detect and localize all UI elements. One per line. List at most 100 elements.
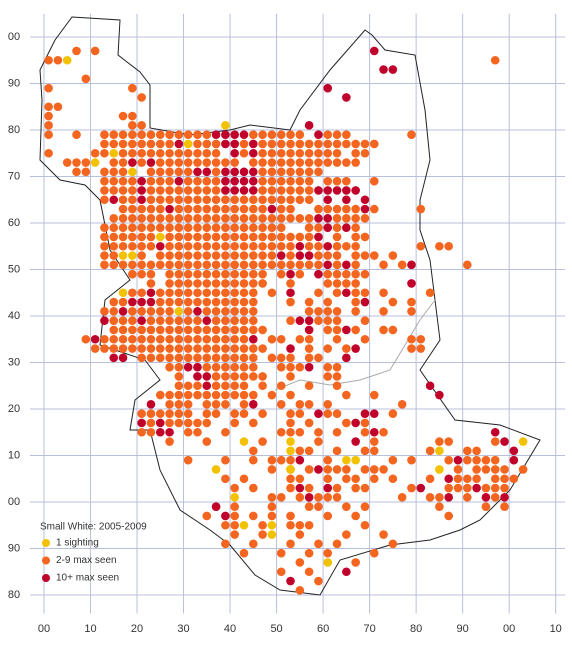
tetrad-dot [211, 176, 221, 186]
tetrad-dot [286, 288, 295, 298]
tetrad-dot [360, 214, 370, 223]
tetrad-dot [509, 455, 519, 465]
tetrad-dot [490, 474, 500, 484]
tetrad-dot [239, 520, 249, 530]
tetrad-dot [304, 195, 314, 205]
tetrad-dot [351, 307, 360, 316]
tetrad-dot [146, 139, 156, 149]
tetrad-dot [314, 204, 323, 214]
tetrad-dot [183, 316, 193, 325]
tetrad-dot [267, 334, 277, 344]
tetrad-dot [304, 139, 314, 149]
x-tick-label: 00 [503, 623, 515, 635]
tetrad-dot [286, 437, 295, 446]
tetrad-dot [286, 576, 295, 586]
tetrad-dot [276, 427, 286, 437]
tetrad-dot [202, 372, 212, 381]
tetrad-dot [239, 344, 249, 353]
tetrad-dot [304, 167, 314, 177]
tetrad-dot [174, 334, 184, 344]
tetrad-dot [165, 204, 174, 214]
tetrad-dot [211, 381, 221, 391]
tetrad-dot [332, 465, 342, 474]
tetrad-dot [416, 204, 426, 214]
tetrad-dot [332, 130, 342, 139]
tetrad-dot [314, 214, 323, 223]
tetrad-dot [304, 548, 314, 558]
tetrad-dot [211, 139, 221, 149]
tetrad-dot [165, 279, 174, 288]
tetrad-dot [146, 288, 156, 298]
tetrad-dot [202, 390, 212, 400]
tetrad-dot [230, 158, 239, 167]
tetrad-dot [249, 362, 258, 372]
tetrad-dot [295, 334, 305, 344]
tetrad-dot [490, 437, 500, 446]
tetrad-dot [490, 465, 500, 474]
tetrad-dot [286, 297, 295, 307]
tetrad-dot [193, 269, 202, 279]
tetrad-dot [342, 530, 351, 539]
tetrad-dot [360, 195, 370, 205]
tetrad-dot [239, 325, 249, 335]
tetrad-dot [100, 139, 109, 149]
tetrad-dot [193, 418, 202, 428]
tetrad-dot [155, 223, 165, 232]
tetrad-dot [183, 139, 193, 149]
tetrad-dot [202, 260, 212, 270]
tetrad-dot [314, 576, 323, 586]
tetrad-dot [239, 260, 249, 270]
tetrad-dot [332, 307, 342, 316]
tetrad-dot [193, 288, 202, 298]
tetrad-dot [444, 483, 453, 493]
tetrad-dot [342, 279, 351, 288]
tetrad-dot [183, 195, 193, 205]
y-tick-label: 00 [8, 496, 20, 508]
tetrad-dot [100, 260, 109, 270]
tetrad-dot [211, 372, 221, 381]
tetrad-dot [118, 195, 128, 205]
tetrad-dot [342, 204, 351, 214]
tetrad-dot [146, 214, 156, 223]
tetrad-dot [379, 530, 388, 539]
tetrad-dot [286, 446, 295, 456]
tetrad-dot [90, 158, 100, 167]
tetrad-dot [295, 586, 305, 595]
tetrad-dot [230, 511, 239, 521]
tetrad-dot [128, 334, 137, 344]
tetrad-dot [286, 455, 295, 465]
tetrad-dot [342, 344, 351, 353]
tetrad-dot [239, 353, 249, 363]
tetrad-dot [239, 214, 249, 223]
tetrad-dot [304, 176, 314, 186]
tetrad-dot [137, 214, 146, 223]
tetrad-dot [174, 400, 184, 409]
tetrad-dot [118, 186, 128, 195]
tetrad-dot [267, 520, 277, 530]
tetrad-dot [128, 297, 137, 307]
tetrad-dot [267, 260, 277, 270]
tetrad-dot [267, 353, 277, 363]
tetrad-dot [62, 158, 72, 167]
tetrad-dot [137, 427, 146, 437]
tetrad-dot [342, 214, 351, 223]
tetrad-dot [249, 483, 258, 493]
tetrad-dot [360, 465, 370, 474]
tetrad-dot [351, 344, 360, 353]
tetrad-dot [183, 344, 193, 353]
tetrad-dot [435, 390, 444, 400]
tetrad-dot [202, 297, 212, 307]
tetrad-dot [286, 241, 295, 251]
tetrad-dot [211, 158, 221, 167]
tetrad-dot [490, 483, 500, 493]
tetrad-dot [351, 232, 360, 242]
tetrad-dot [211, 251, 221, 260]
tetrad-dot [258, 148, 267, 158]
tetrad-dot [230, 316, 239, 325]
tetrad-dot [323, 325, 333, 335]
tetrad-dot [109, 307, 119, 316]
tetrad-dot [239, 474, 249, 484]
y-tick-label: 10 [8, 449, 20, 461]
tetrad-dot [379, 307, 388, 316]
tetrad-dot [174, 325, 184, 335]
